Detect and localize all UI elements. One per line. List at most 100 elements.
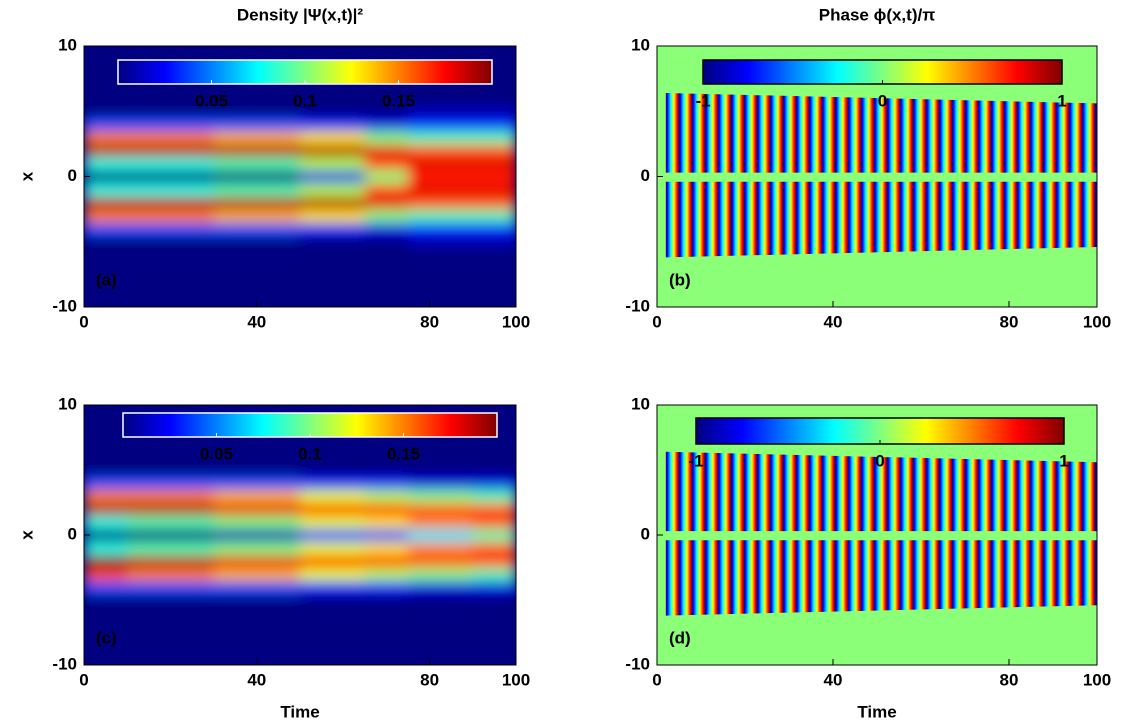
phase-stripes xyxy=(665,92,1097,173)
heatmap-cell xyxy=(364,463,409,477)
heatmap-cell xyxy=(364,169,409,184)
heatmap-cell xyxy=(84,156,128,171)
heatmap-cell xyxy=(127,183,215,197)
heatmap-cell xyxy=(364,541,409,555)
heatmap-cell xyxy=(213,567,301,581)
heatmap-cell xyxy=(127,196,215,210)
heatmap-cell xyxy=(408,463,474,477)
phase-stripes xyxy=(665,540,1097,616)
heatmap-cell xyxy=(408,567,474,581)
heatmap-cell xyxy=(364,528,409,542)
heatmap-cell xyxy=(300,463,366,477)
heatmap-cell xyxy=(472,196,516,210)
heatmap-cell xyxy=(364,580,409,594)
colorbar-tick-label: 1 xyxy=(1057,91,1066,110)
colorbar xyxy=(695,417,1065,445)
heatmap-cell xyxy=(300,222,366,236)
heatmap-cell xyxy=(472,580,516,594)
heatmap-cell xyxy=(300,235,366,249)
heatmap-cell xyxy=(127,104,215,119)
heatmap-cell xyxy=(364,554,409,568)
heatmap-cell xyxy=(84,554,128,568)
heatmap-cell xyxy=(300,117,366,132)
heatmap-cell xyxy=(84,567,128,581)
heatmap-cell xyxy=(472,143,516,158)
heatmap-cell xyxy=(408,515,474,529)
heatmap-cell xyxy=(213,541,301,555)
heatmap-cell xyxy=(84,196,128,210)
x-tick-label: 100 xyxy=(1083,670,1111,689)
x-tick-label: 0 xyxy=(652,312,661,331)
heatmap-cell xyxy=(127,593,215,607)
heatmap-cell xyxy=(84,104,128,119)
heatmap-cell xyxy=(84,130,128,145)
panel-label: (c) xyxy=(96,628,117,647)
heatmap-cell xyxy=(408,528,474,542)
heatmap-cell xyxy=(127,463,215,477)
heatmap-cell xyxy=(408,580,474,594)
heatmap-cell xyxy=(408,554,474,568)
x-tick-label: 100 xyxy=(502,312,530,331)
heatmap-cell xyxy=(300,593,366,607)
heatmap-cell xyxy=(127,567,215,581)
heatmap-cell xyxy=(364,593,409,607)
heatmap-cell xyxy=(408,183,474,197)
heatmap-cell xyxy=(472,515,516,529)
heatmap-cell xyxy=(84,476,128,490)
heatmap-cell xyxy=(84,515,128,529)
colorbar-tick-label: 0.15 xyxy=(382,91,415,110)
y-tick-label: 0 xyxy=(68,524,77,543)
heatmap-cell xyxy=(213,222,301,236)
heatmap-cell xyxy=(127,489,215,503)
colorbar-tick-label: 1 xyxy=(1059,451,1068,470)
y-axis-label: x xyxy=(17,530,36,540)
heatmap-cell xyxy=(84,489,128,503)
heatmap-cell xyxy=(127,580,215,594)
heatmap-cell xyxy=(213,235,301,249)
heatmap-cell xyxy=(364,117,409,132)
x-tick-label: 40 xyxy=(824,312,843,331)
heatmap-cell xyxy=(213,476,301,490)
heatmap-cell xyxy=(213,183,301,197)
y-tick-label: 0 xyxy=(68,166,77,185)
heatmap-cell xyxy=(472,183,516,197)
colorbar-tick-label: -1 xyxy=(688,451,703,470)
heatmap-cell xyxy=(300,130,366,145)
heatmap-cell xyxy=(472,554,516,568)
heatmap-cell xyxy=(300,541,366,555)
colorbar-tick-label: -1 xyxy=(695,91,710,110)
heatmap-cell xyxy=(127,156,215,171)
heatmap-cell xyxy=(127,117,215,132)
y-tick-label: -10 xyxy=(52,296,77,315)
heatmap-cell xyxy=(364,104,409,119)
y-tick-label: 10 xyxy=(58,35,77,54)
heatmap-cell xyxy=(213,528,301,542)
y-tick-label: 10 xyxy=(631,394,650,413)
heatmap-cell xyxy=(300,528,366,542)
heatmap-cell xyxy=(84,209,128,223)
heatmap-cell xyxy=(300,515,366,529)
x-tick-label: 80 xyxy=(1000,670,1019,689)
heatmap-cell xyxy=(300,489,366,503)
heatmap-cell xyxy=(213,209,301,223)
heatmap-cell xyxy=(300,156,366,171)
heatmap-cell xyxy=(300,567,366,581)
heatmap-cell xyxy=(408,222,474,236)
heatmap-cell xyxy=(127,502,215,516)
heatmap-cell xyxy=(408,235,474,249)
heatmap-cell xyxy=(472,104,516,119)
heatmap-cell xyxy=(472,593,516,607)
heatmap-cell xyxy=(408,143,474,158)
heatmap-cell xyxy=(472,222,516,236)
heatmap-cell xyxy=(364,130,409,145)
colorbar-tick-label: 0 xyxy=(875,451,884,470)
heatmap-cell xyxy=(84,502,128,516)
heatmap-cell xyxy=(408,209,474,223)
heatmap-cells xyxy=(84,104,516,249)
x-tick-label: 40 xyxy=(824,670,843,689)
panel-label: (d) xyxy=(669,628,691,647)
heatmap-cell xyxy=(472,567,516,581)
x-tick-label: 0 xyxy=(652,670,661,689)
